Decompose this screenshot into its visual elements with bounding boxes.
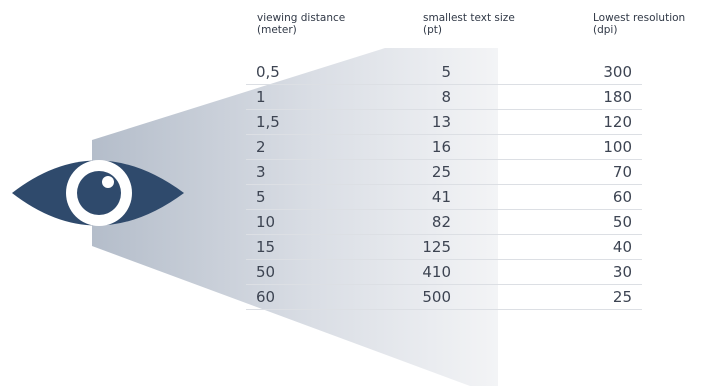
resolution-value: 50 — [612, 213, 632, 231]
distance-value: 60 — [256, 288, 276, 306]
table-row: 1 8 180 — [246, 85, 642, 110]
resolution-value: 70 — [612, 163, 632, 181]
resolution-value: 120 — [603, 113, 632, 131]
text-size-value: 41 — [431, 188, 451, 206]
text-size-value: 125 — [422, 238, 451, 256]
resolution-value: 180 — [603, 88, 632, 106]
resolution-value: 40 — [612, 238, 632, 256]
text-size-value: 5 — [441, 63, 451, 81]
distance-value: 10 — [256, 213, 276, 231]
values-table: 0,5 5 300 1 8 180 1,5 13 120 2 16 100 3 … — [246, 60, 642, 310]
text-size-value: 82 — [431, 213, 451, 231]
resolution-value: 60 — [612, 188, 632, 206]
table-row: 50 410 30 — [246, 260, 642, 285]
table-row: 10 82 50 — [246, 210, 642, 235]
distance-value: 2 — [256, 138, 266, 156]
table-row: 5 41 60 — [246, 185, 642, 210]
header-lowest-resolution: Lowest resolution (dpi) — [593, 12, 686, 36]
header-smallest-text-size: smallest text size (pt) — [423, 12, 515, 36]
table-row: 60 500 25 — [246, 285, 642, 310]
text-size-value: 25 — [431, 163, 451, 181]
text-size-value: 500 — [422, 288, 451, 306]
eye-icon — [12, 160, 184, 226]
distance-value: 0,5 — [256, 63, 280, 81]
table-row: 0,5 5 300 — [246, 60, 642, 85]
text-size-value: 13 — [431, 113, 451, 131]
table-row: 3 25 70 — [246, 160, 642, 185]
distance-value: 50 — [256, 263, 276, 281]
text-size-value: 16 — [431, 138, 451, 156]
distance-value: 15 — [256, 238, 276, 256]
table-row: 15 125 40 — [246, 235, 642, 260]
table-row: 1,5 13 120 — [246, 110, 642, 135]
vision-cone — [92, 48, 498, 386]
resolution-value: 100 — [603, 138, 632, 156]
resolution-value: 300 — [603, 63, 632, 81]
resolution-value: 25 — [612, 288, 632, 306]
text-size-value: 410 — [422, 263, 451, 281]
distance-value: 5 — [256, 188, 266, 206]
distance-value: 3 — [256, 163, 266, 181]
distance-value: 1 — [256, 88, 266, 106]
distance-value: 1,5 — [256, 113, 280, 131]
resolution-value: 30 — [612, 263, 632, 281]
header-viewing-distance: viewing distance (meter) — [257, 12, 346, 36]
table-row: 2 16 100 — [246, 135, 642, 160]
text-size-value: 8 — [441, 88, 451, 106]
